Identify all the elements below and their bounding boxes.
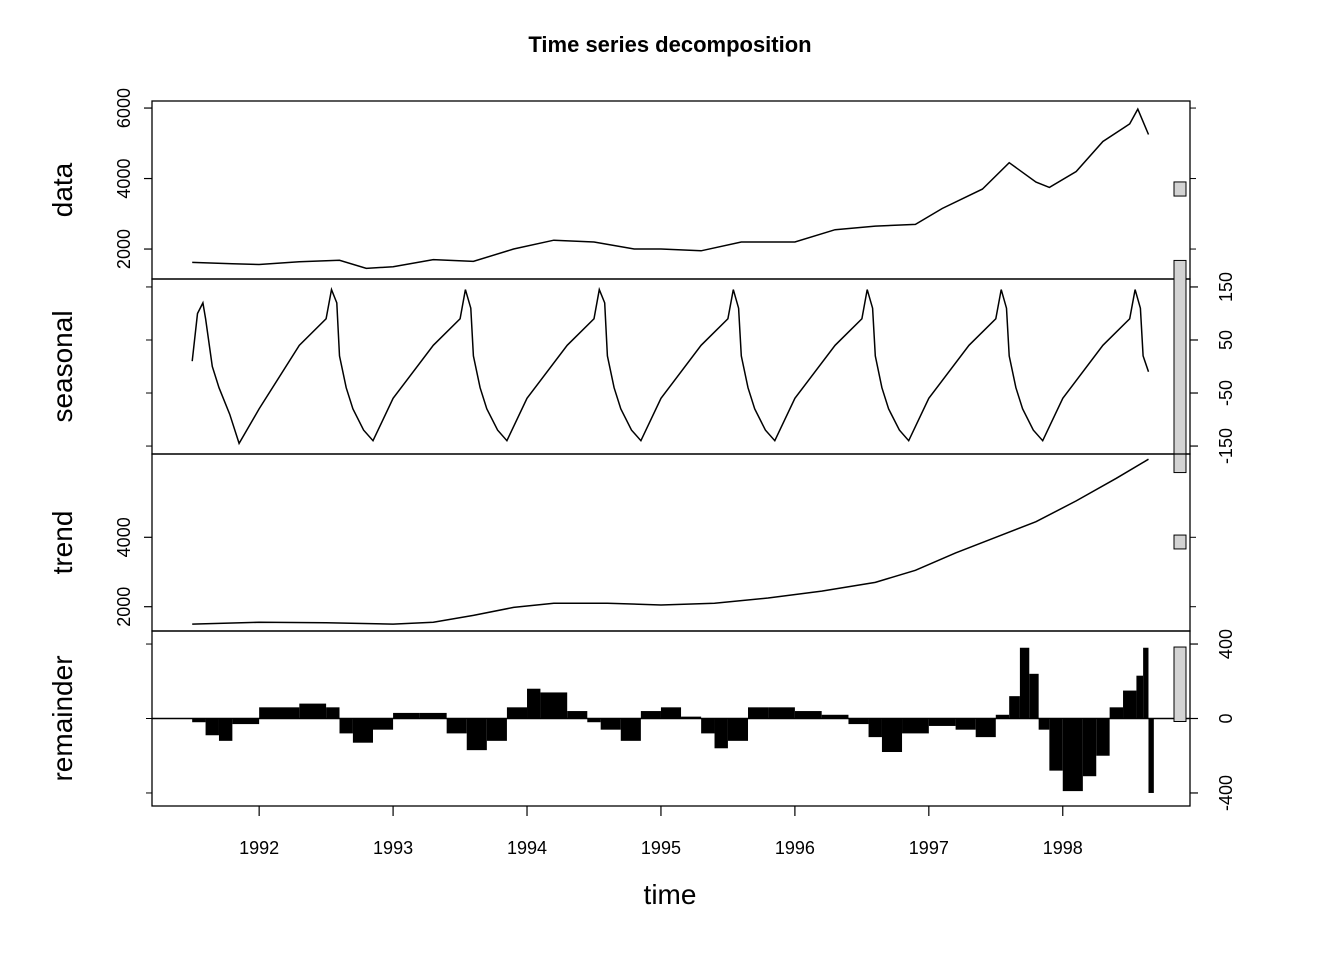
remainder-bar: [714, 718, 728, 749]
remainder-bar: [1009, 696, 1020, 719]
x-tick-label: 1997: [909, 838, 949, 858]
trend-scale-bar: [1173, 534, 1187, 550]
remainder-bar: [1062, 718, 1083, 792]
remainder-bar: [1038, 718, 1050, 730]
remainder-bar: [1109, 707, 1124, 719]
remainder-y-tick-label: -400: [1216, 775, 1236, 811]
remainder-bar: [232, 718, 260, 725]
x-axis: 1992 1993 1994 1995 1996 1997 1998: [239, 806, 1083, 858]
trend-series-line: [192, 458, 1149, 625]
x-tick-label: 1998: [1043, 838, 1083, 858]
trend-panel-label: trend: [47, 511, 78, 575]
remainder-bar: [995, 714, 1010, 719]
remainder-bar: [1029, 673, 1039, 719]
remainder-bar: [1143, 647, 1149, 719]
remainder-bar: [848, 718, 869, 725]
seasonal-y-tick-label: 50: [1216, 330, 1236, 350]
remainder-bar: [527, 688, 541, 719]
panel-remainder: -400 0 400 remainder: [47, 629, 1236, 811]
data-series-line: [192, 107, 1150, 270]
seasonal-scale-bar: [1173, 259, 1187, 474]
seasonal-y-tick-label: -150: [1216, 428, 1236, 464]
remainder-bar: [620, 718, 641, 741]
remainder-bar: [259, 707, 300, 719]
remainder-bar: [821, 714, 849, 719]
panel-trend: 2000 4000 trend: [47, 453, 1196, 632]
remainder-bar: [1096, 718, 1110, 756]
remainder-panel-label: remainder: [47, 655, 78, 781]
remainder-bar: [486, 718, 507, 741]
remainder-bar: [794, 711, 822, 719]
x-axis-label: time: [644, 879, 697, 910]
remainder-bar: [372, 718, 394, 730]
remainder-bar: [339, 718, 353, 734]
remainder-bar: [881, 718, 903, 753]
remainder-bar: [506, 707, 528, 719]
remainder-bar: [587, 718, 601, 723]
remainder-bar: [975, 718, 996, 738]
x-tick-label: 1994: [507, 838, 547, 858]
remainder-bar: [768, 707, 795, 719]
remainder-scale-bar: [1173, 646, 1187, 723]
x-tick-label: 1992: [239, 838, 279, 858]
data-scale-bar: [1173, 181, 1187, 197]
remainder-y-tick-label: 400: [1216, 629, 1236, 659]
remainder-bar: [419, 712, 447, 719]
remainder-bar: [1019, 647, 1030, 719]
remainder-bar: [600, 718, 621, 730]
remainder-bar: [727, 718, 749, 741]
chart-title: Time series decomposition: [528, 32, 811, 57]
remainder-bar: [928, 718, 956, 726]
remainder-bar: [868, 718, 882, 738]
seasonal-y-tick-label: 150: [1216, 272, 1236, 302]
remainder-bar: [567, 711, 588, 719]
remainder-bar: [393, 712, 420, 719]
remainder-bar: [1082, 718, 1097, 777]
x-tick-label: 1995: [641, 838, 681, 858]
data-y-tick-label: 4000: [114, 159, 134, 199]
data-y-tick-label: 2000: [114, 229, 134, 269]
seasonal-panel-frame: [151, 278, 1191, 455]
remainder-bar: [192, 718, 206, 723]
data-panel-label: data: [47, 162, 78, 217]
remainder-bar: [955, 718, 976, 730]
panel-data: 2000 4000 6000 data: [47, 88, 1196, 280]
remainder-y-tick-label: 0: [1216, 713, 1236, 723]
remainder-bar: [1123, 690, 1137, 719]
remainder-bar: [446, 718, 467, 734]
remainder-bar: [681, 716, 702, 719]
x-tick-label: 1993: [373, 838, 413, 858]
remainder-bar: [748, 707, 769, 719]
remainder-bar: [326, 707, 340, 719]
data-panel-frame: [151, 100, 1191, 280]
trend-y-tick-label: 4000: [114, 517, 134, 557]
trend-y-tick-label: 2000: [114, 587, 134, 627]
remainder-bar: [466, 718, 487, 751]
panels: 200040006000data-150-5050150seasonal2000…: [47, 88, 1236, 811]
remainder-bar: [660, 707, 682, 719]
remainder-bar: [1136, 675, 1144, 719]
remainder-bar: [1148, 718, 1154, 793]
seasonal-series-line: [191, 286, 1150, 446]
data-y-tick-label: 6000: [114, 88, 134, 128]
remainder-bar: [640, 711, 661, 719]
x-tick-label: 1996: [775, 838, 815, 858]
remainder-bar: [299, 703, 327, 719]
remainder-bar: [205, 718, 219, 736]
remainder-bar: [540, 692, 568, 719]
seasonal-panel-label: seasonal: [47, 310, 78, 422]
remainder-bar: [218, 718, 233, 741]
panel-seasonal: -150 -50 50 150 seasonal: [47, 259, 1236, 474]
remainder-bar: [701, 718, 715, 734]
remainder-bar: [902, 718, 929, 734]
remainder-bar: [1049, 718, 1063, 771]
seasonal-y-tick-label: -50: [1216, 380, 1236, 406]
remainder-bar: [352, 718, 373, 743]
